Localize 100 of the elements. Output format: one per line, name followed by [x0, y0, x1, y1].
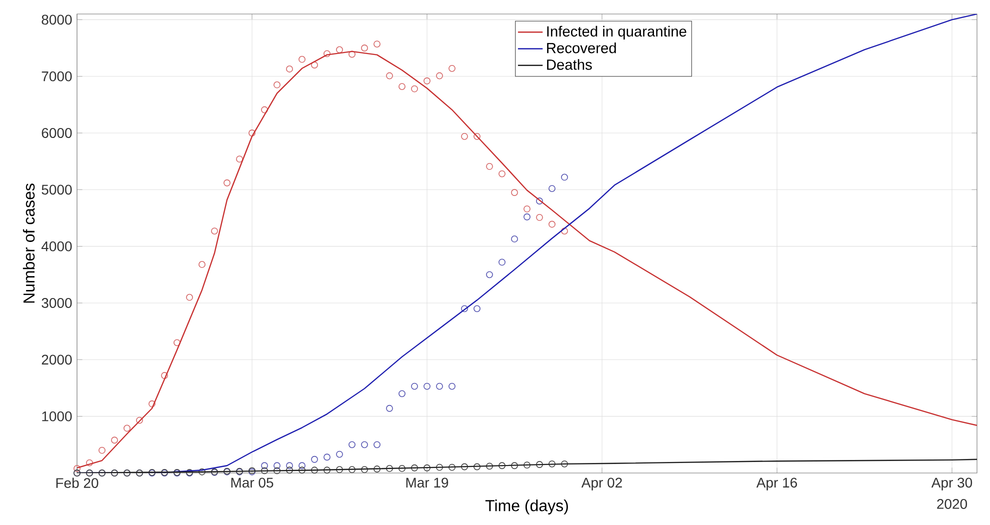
y-tick-label: 2000 [42, 354, 72, 365]
point [324, 454, 330, 461]
point [498, 462, 506, 470]
point [548, 460, 556, 468]
point [348, 466, 356, 474]
point [286, 462, 293, 470]
legend-label: Recovered [547, 42, 616, 54]
point [524, 462, 530, 469]
point [474, 305, 480, 312]
y-tick-label: 3000 [42, 298, 72, 308]
point [261, 467, 268, 474]
point [361, 44, 368, 52]
point [74, 464, 80, 472]
point [348, 50, 356, 58]
point [398, 390, 406, 398]
point [324, 50, 330, 58]
x-tick-label: Feb 20 [56, 478, 98, 488]
point [411, 464, 418, 472]
point [436, 464, 443, 471]
point [124, 424, 130, 432]
point [274, 467, 280, 474]
point [261, 462, 268, 470]
text: 2020 [937, 499, 968, 509]
point [561, 174, 568, 181]
x-axis-title: Time (days) [485, 500, 568, 514]
point [398, 464, 406, 472]
point [474, 463, 480, 470]
point [211, 228, 218, 234]
point [161, 372, 168, 379]
point [561, 228, 568, 234]
y-tick-label: 7000 [42, 71, 72, 82]
point [524, 213, 530, 220]
point [311, 456, 318, 463]
point [536, 461, 543, 468]
point [511, 236, 518, 242]
y-tick-label: 8000 [42, 14, 72, 25]
point [486, 162, 493, 170]
point [511, 462, 518, 470]
point [448, 382, 456, 390]
point [136, 416, 143, 424]
x-tick-label: Apr 16 [756, 478, 797, 490]
point [386, 72, 393, 80]
point [224, 179, 230, 186]
point [374, 466, 380, 472]
point [411, 85, 418, 92]
legend-label: Infected in quarantine [547, 26, 686, 40]
point [386, 404, 393, 412]
point [448, 64, 456, 72]
point [498, 258, 506, 266]
point [361, 466, 368, 474]
point [536, 198, 543, 204]
y-tick-label: 5000 [42, 184, 72, 195]
point [98, 446, 106, 454]
point [374, 40, 380, 48]
x-tick-label: Mar 19 [406, 478, 448, 488]
point [274, 462, 280, 470]
point [474, 132, 480, 140]
point [448, 464, 456, 471]
point [386, 464, 393, 472]
legend-label: Deaths [547, 59, 592, 70]
point [548, 185, 556, 192]
point [298, 466, 306, 474]
point [86, 459, 93, 466]
point [424, 77, 430, 84]
y-tick-label: 1000 [42, 411, 72, 422]
point [336, 46, 343, 54]
x-tick-label: Mar 05 [231, 478, 274, 488]
point [311, 466, 318, 474]
point [348, 441, 356, 448]
point [236, 156, 243, 163]
point [486, 271, 493, 278]
point [336, 466, 343, 474]
point [511, 189, 518, 196]
point [561, 460, 568, 468]
point [536, 214, 543, 221]
point [174, 339, 180, 346]
point [524, 205, 530, 212]
point [324, 466, 330, 474]
point [436, 382, 443, 390]
point [111, 436, 118, 444]
point [274, 81, 280, 88]
point [186, 294, 193, 301]
point [361, 441, 368, 448]
y-tick-label: 4000 [41, 241, 72, 252]
y-axis-title: Number of cases [22, 184, 35, 303]
point [286, 466, 293, 474]
point [298, 56, 306, 63]
point [498, 170, 506, 178]
x-tick-label: Apr 02 [581, 478, 622, 490]
y-tick-label: 6000 [42, 128, 72, 138]
point [461, 463, 468, 470]
point [411, 382, 418, 390]
x-tick-label: Apr 30 [931, 478, 972, 490]
point [461, 132, 468, 140]
point [198, 260, 206, 268]
point [198, 468, 206, 476]
point [286, 66, 293, 72]
point [398, 83, 406, 90]
line-series [77, 458, 977, 473]
point [298, 462, 306, 470]
